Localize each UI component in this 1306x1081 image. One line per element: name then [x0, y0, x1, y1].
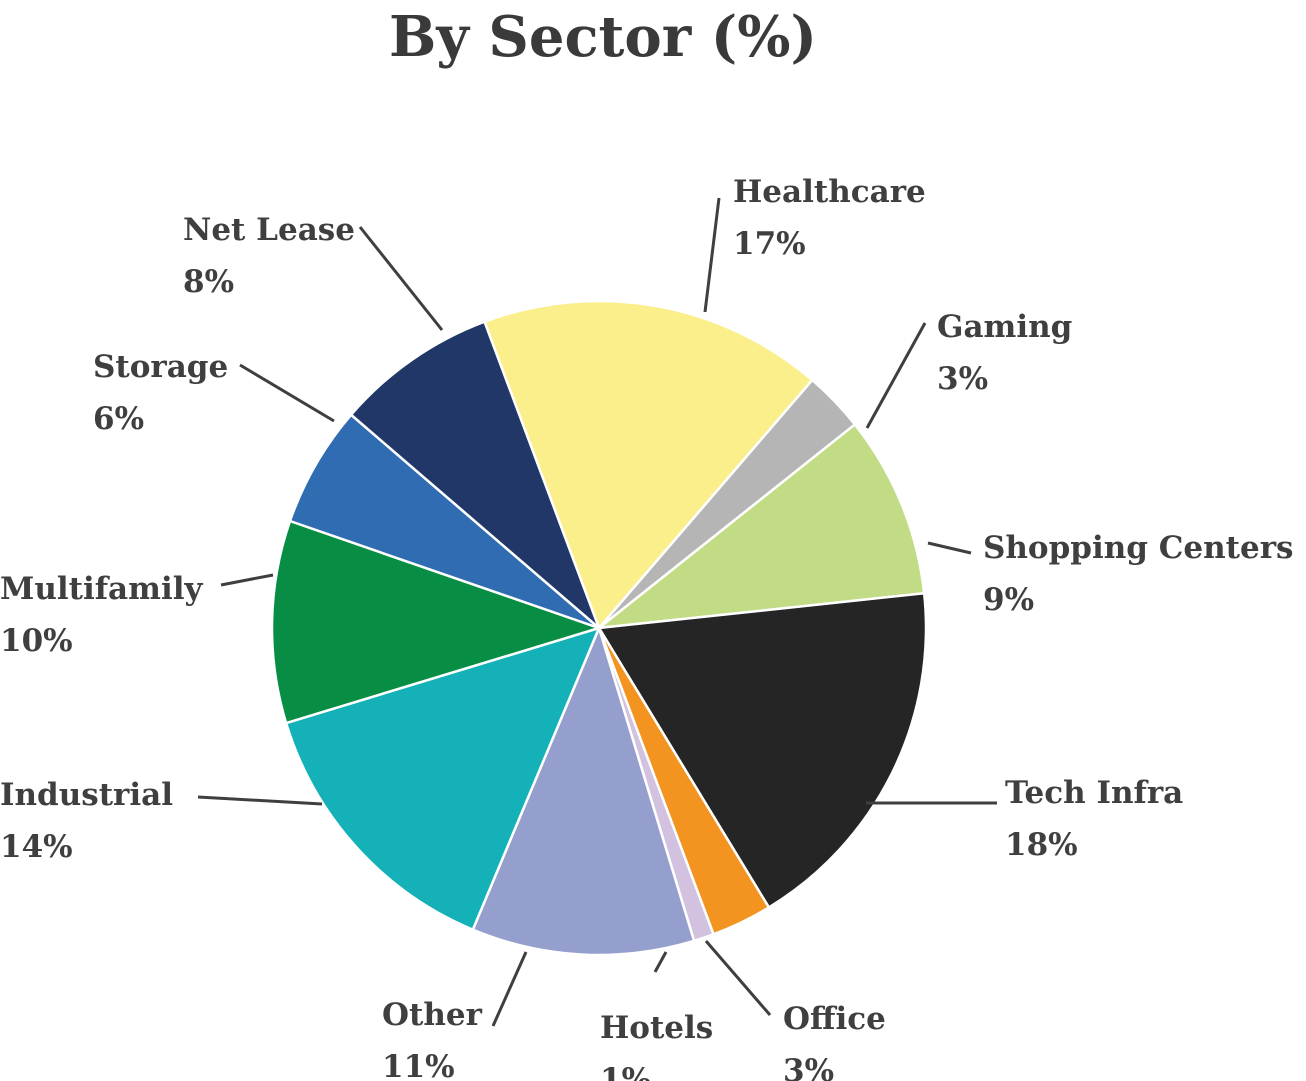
slice-value-multifamily: 10%	[0, 623, 73, 659]
slice-label-healthcare: Healthcare	[733, 174, 926, 210]
leader-line-net-lease	[358, 226, 444, 331]
pie-slice-storage	[288, 413, 601, 630]
slice-label-storage: Storage	[93, 349, 228, 385]
slice-value-industrial: 14%	[0, 829, 73, 865]
slice-value-storage: 6%	[93, 401, 144, 437]
pie-slice-healthcare	[483, 299, 814, 630]
slice-label-gaming: Gaming	[937, 309, 1072, 345]
pie-slice-shopping-centers	[597, 423, 926, 630]
pie-slice-net-lease	[349, 320, 601, 630]
pie-slice-multifamily	[270, 519, 601, 725]
slice-label-tech-infra: Tech Infra	[1005, 775, 1183, 811]
leader-line-storage	[239, 363, 335, 423]
slice-label-multifamily: Multifamily	[0, 571, 204, 607]
pie-slice-tech-infra	[597, 592, 928, 909]
slice-value-tech-infra: 18%	[1005, 827, 1078, 863]
leader-line-multifamily	[220, 573, 274, 587]
leader-line-healthcare	[703, 197, 721, 313]
leader-line-industrial	[197, 795, 323, 806]
leader-line-other	[491, 951, 528, 1027]
slice-label-hotels: Hotels	[600, 1010, 713, 1046]
leader-line-hotels	[653, 951, 668, 973]
slice-value-healthcare: 17%	[733, 226, 806, 262]
slice-value-hotels: 1%	[600, 1062, 651, 1081]
leader-line-gaming	[865, 322, 927, 429]
chart-title: By Sector (%)	[389, 4, 817, 70]
slice-value-office: 3%	[783, 1053, 834, 1081]
slice-labels: Healthcare 17% Gaming 3% Shopping Centers 9% T…	[0, 174, 1294, 1081]
pie-slice-other	[471, 626, 696, 957]
slice-label-net-lease: Net Lease	[183, 212, 355, 248]
slice-value-gaming: 3%	[937, 361, 988, 397]
leader-line-shopping-centers	[927, 541, 972, 555]
slice-label-shopping-centers: Shopping Centers	[983, 530, 1294, 566]
leader-line-office	[704, 940, 772, 1016]
slice-label-other: Other	[382, 997, 483, 1033]
slice-value-net-lease: 8%	[183, 264, 234, 300]
slice-label-office: Office	[783, 1001, 886, 1037]
slice-value-shopping-centers: 9%	[983, 582, 1034, 618]
pie-slice-industrial	[284, 626, 601, 931]
slice-value-other: 11%	[382, 1049, 455, 1081]
leader-lines	[197, 197, 997, 1027]
slice-label-industrial: Industrial	[0, 777, 173, 813]
pie-slices	[270, 299, 928, 957]
